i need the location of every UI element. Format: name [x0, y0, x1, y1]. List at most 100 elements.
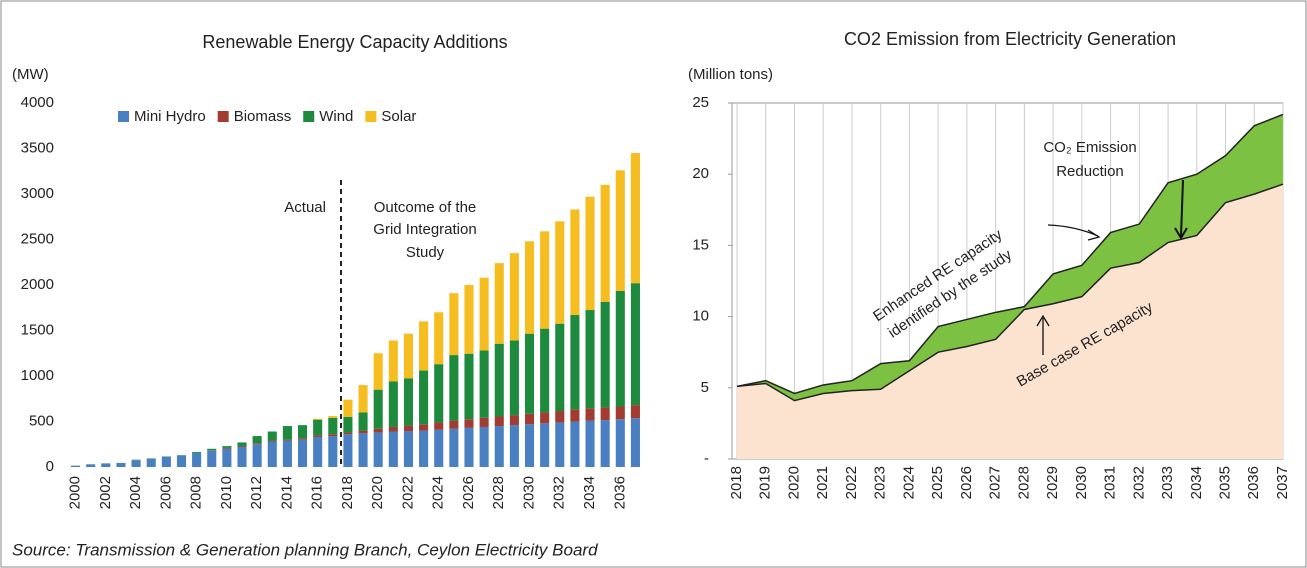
bar-segment [373, 432, 383, 467]
bar-segment [71, 465, 81, 467]
annotation: CO₂ Emission [1043, 139, 1136, 156]
x-tick-label: 2024 [430, 476, 447, 509]
annotation: Outcome of the [374, 199, 477, 216]
bar-segment [509, 340, 519, 416]
bar-segment [540, 423, 550, 467]
bar-segment [388, 426, 398, 432]
bar-segment [464, 353, 474, 420]
bar-segment [464, 419, 474, 428]
chart-title: CO2 Emission from Electricity Generation [844, 29, 1176, 49]
legend-label: Solar [381, 108, 416, 125]
y-tick-label: 20 [692, 165, 709, 182]
bar-segment [313, 418, 323, 420]
y-axis-label: (Million tons) [688, 66, 773, 83]
x-tick-label: 2020 [369, 476, 386, 509]
legend-swatch [365, 111, 377, 122]
x-tick-label: 2006 [157, 476, 174, 509]
bar-segment [252, 443, 262, 445]
bar-segment [540, 231, 550, 329]
bar-segment [237, 446, 247, 447]
bar-segment [585, 196, 595, 311]
bar-segment [555, 323, 565, 412]
bar-segment [464, 427, 474, 467]
bar-segment [313, 435, 323, 437]
x-tick-label: 2016 [309, 476, 326, 509]
x-tick-label: 2020 [785, 466, 802, 499]
y-tick-label: 2000 [21, 276, 54, 293]
bar-segment [479, 350, 489, 418]
bar-segment [494, 343, 504, 417]
bar-segment [373, 353, 383, 390]
bar-segment [585, 420, 595, 467]
bar-segment [449, 293, 459, 356]
x-tick-label: 2030 [1073, 466, 1090, 499]
arrow [1174, 179, 1188, 240]
x-tick-label: 2010 [218, 476, 235, 509]
bar-segment [222, 446, 232, 448]
bar-segment [464, 285, 474, 354]
bar-segment [267, 431, 277, 441]
bar-segment [494, 416, 504, 427]
x-tick-label: 2029 [1044, 466, 1061, 499]
annotation: Grid Integration [373, 221, 476, 238]
bar-segment [313, 436, 323, 467]
y-tick-label: - [704, 450, 709, 467]
x-tick-label: 2028 [490, 476, 507, 509]
bar-segment [479, 417, 489, 427]
bar-segment [328, 436, 338, 467]
bar-segment [419, 424, 429, 431]
bar-segment [524, 241, 535, 334]
bar-segment [509, 253, 519, 341]
bar-segment [267, 441, 277, 467]
bar-segment [509, 425, 519, 467]
bar-segment [373, 389, 383, 429]
bar-segment [615, 170, 625, 291]
x-tick-label: 2027 [987, 466, 1004, 499]
bar-segment [585, 310, 595, 409]
bar-segment [540, 412, 550, 424]
x-tick-label: 2032 [1130, 466, 1147, 499]
bar-segment [131, 460, 141, 467]
bar-segment [343, 434, 353, 467]
x-tick-label: 2018 [339, 476, 356, 509]
x-tick-label: 2022 [399, 476, 416, 509]
bar-segment [600, 420, 610, 467]
bar-segment [222, 447, 232, 449]
source-note: Source: Transmission & Generation planni… [12, 540, 598, 559]
bar-segment [267, 440, 277, 442]
annotation: Study [406, 244, 445, 261]
x-tick-label: 2012 [248, 476, 265, 509]
bar-segment [161, 456, 171, 467]
bar-segment [600, 184, 610, 302]
bar-segment [630, 153, 640, 284]
bar-segment [524, 424, 535, 467]
y-tick-label: 0 [46, 458, 54, 475]
bar-segment [570, 421, 580, 467]
line [736, 183, 1284, 402]
x-tick-label: 2036 [611, 476, 628, 509]
bar-segment [388, 431, 398, 467]
bar-segment [585, 408, 595, 421]
bar-segment [313, 419, 323, 436]
y-axis-label: (MW) [12, 66, 49, 83]
bar-segment [328, 416, 338, 418]
bar-segment [328, 417, 338, 435]
bar-segment [600, 301, 610, 408]
bar-segment [449, 355, 459, 421]
bar-segment [298, 439, 308, 467]
x-tick-label: 2025 [929, 466, 946, 499]
bar-segment [600, 407, 610, 421]
x-tick-label: 2014 [278, 476, 295, 509]
bar-segment [298, 425, 308, 439]
bar-segment [419, 430, 429, 467]
bar-segment [358, 430, 368, 434]
bar-segment [222, 448, 232, 467]
bar-segment [403, 378, 413, 426]
bar-segment [570, 209, 580, 316]
bar-segment [237, 442, 247, 447]
x-tick-label: 2002 [97, 476, 114, 509]
bar-segment [358, 433, 368, 467]
bar-segment [192, 451, 202, 453]
legend-swatch [217, 111, 229, 122]
